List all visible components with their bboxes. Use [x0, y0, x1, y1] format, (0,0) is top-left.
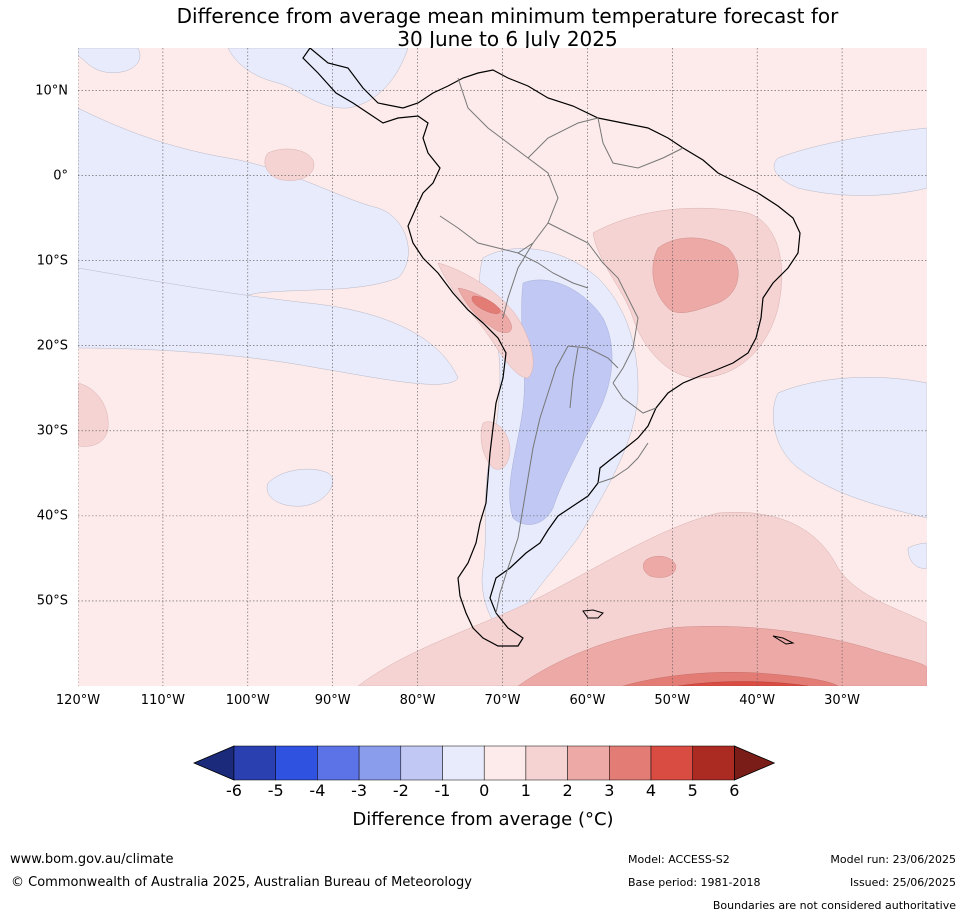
colorbar-tick-label: -2 [392, 781, 409, 800]
colorbar-bin [483, 745, 527, 781]
cool-anomaly-nw [78, 48, 141, 74]
latitude-label: 50°S [36, 593, 68, 609]
latitude-label: 10°S [36, 253, 68, 269]
longitude-label: 110°W [140, 693, 185, 708]
warm-anomaly-south-3 [622, 671, 839, 686]
colorbar-tick-label: -6 [226, 781, 242, 800]
footer-disclaimer: Boundaries are not considered authoritat… [712, 899, 956, 912]
colorbar-extend-low [192, 745, 235, 781]
latitude-label: 10°N [35, 83, 68, 99]
south-america-coastline [302, 48, 801, 647]
colorbar-bin [400, 745, 443, 781]
colorbar-bin [692, 745, 735, 781]
colorbar-tick-label: 6 [729, 781, 740, 800]
footer-copyright: © Commonwealth of Australia 2025, Austra… [11, 875, 472, 890]
longitude-label: 90°W [314, 693, 351, 708]
map-canvas [78, 48, 927, 686]
colorbar-label: Difference from average (°C) [352, 809, 614, 830]
footer-url[interactable]: www.bom.gov.au/climate [10, 852, 174, 867]
colorbar-bin [609, 745, 652, 781]
latitude-label: 30°S [36, 423, 68, 439]
cool-anomaly-pacific-south [78, 267, 459, 385]
colorbar-bin [358, 745, 402, 781]
south-georgia [772, 635, 795, 645]
longitude-label: 50°W [654, 693, 691, 708]
cool-anomaly-inland [509, 279, 613, 525]
colorbar-bin [650, 745, 693, 781]
colorbar-tick-label: 0 [479, 781, 490, 800]
colorbar-bin [233, 745, 276, 781]
cool-anomaly-equatorial-atlantic [773, 127, 927, 196]
latitude-label: 20°S [36, 338, 68, 354]
colorbar-tick-label: 5 [687, 781, 698, 800]
colorbar-tick-label: -5 [267, 781, 284, 800]
falkland-islands [582, 609, 604, 619]
colorbar-bin [567, 745, 610, 781]
cool-anomaly-atlantic-east [772, 377, 927, 519]
warm-anomaly-south-4 [677, 681, 809, 686]
footer-base-period: Base period: 1981-2018 [628, 876, 761, 889]
longitude-label: 100°W [225, 693, 270, 708]
colorbar-bin [317, 745, 360, 781]
longitude-label: 40°W [739, 693, 776, 708]
latitude-label: 0° [53, 168, 68, 184]
colorbar-tick-label: -3 [351, 781, 368, 800]
cool-anomaly-far-east [907, 542, 927, 569]
cool-anomaly-small-40s [266, 468, 333, 507]
warm-anomaly-atlantic-blob [642, 555, 677, 578]
graticule [78, 48, 927, 686]
map-title-line-2: 30 June to 6 July 2025 [397, 27, 618, 51]
cool-anomaly-caribbean [227, 48, 409, 109]
warm-anomaly-andes-peak [471, 295, 501, 314]
longitude-label: 70°W [484, 693, 521, 708]
longitude-label: 80°W [399, 693, 436, 708]
colorbar-tick-label: 1 [520, 781, 531, 800]
colorbar-extend-high [734, 745, 775, 781]
colorbar-tick-label: -4 [309, 781, 326, 800]
warm-anomaly-brazil-core [652, 237, 739, 313]
colorbar-bin [275, 745, 318, 781]
latitude-label: 40°S [36, 508, 68, 524]
footer-model-run: Model run: 23/06/2025 [830, 853, 956, 866]
longitude-label: 60°W [569, 693, 606, 708]
colorbar-tick-label: -1 [434, 781, 451, 800]
footer-issued: Issued: 25/06/2025 [849, 876, 956, 889]
colorbar-tick-label: 4 [645, 781, 657, 800]
warm-anomaly-equatorial-pacific [264, 148, 315, 181]
longitude-label: 120°W [55, 693, 101, 708]
colorbar-tick-label: 3 [604, 781, 615, 800]
country-borders [439, 77, 684, 614]
colorbar [192, 745, 775, 781]
colorbar-bin [442, 745, 485, 781]
forecast-map[interactable] [78, 48, 927, 686]
footer-model: Model: ACCESS-S2 [628, 853, 730, 866]
map-title-line-1: Difference from average mean minimum tem… [176, 4, 839, 28]
longitude-label: 30°W [824, 693, 861, 708]
colorbar-tick-label: 2 [562, 781, 573, 800]
warm-anomaly-south-2 [517, 625, 927, 686]
colorbar-bin [525, 745, 568, 781]
